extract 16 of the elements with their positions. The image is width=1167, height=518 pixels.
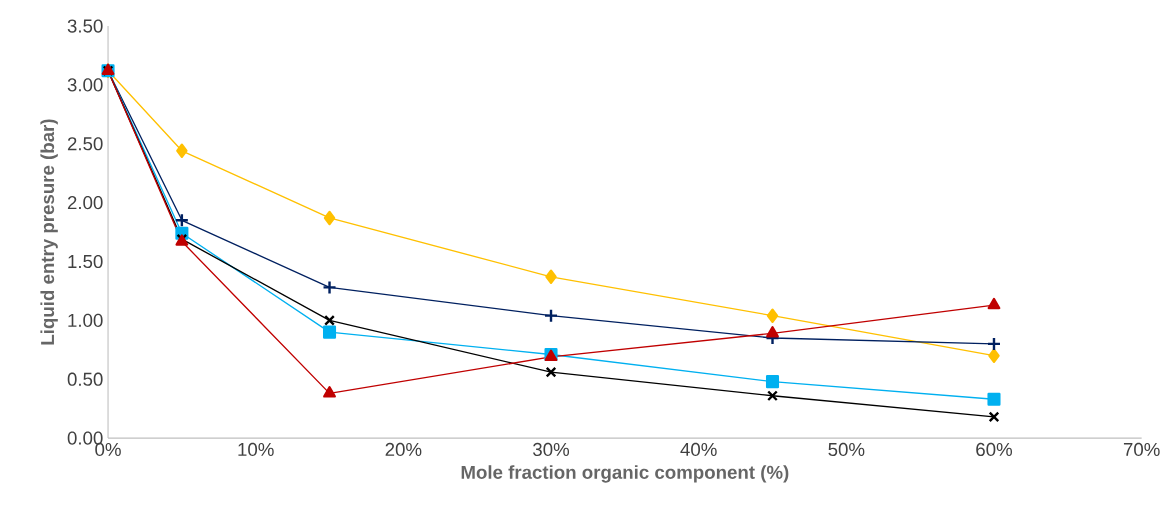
x-axis-title: Mole fraction organic component (%): [461, 465, 789, 483]
y-tick-label: 3.50: [67, 19, 103, 33]
x-tick-label: 40%: [680, 442, 717, 456]
x-tick-label: 60%: [976, 442, 1013, 456]
x-tick-label: 20%: [385, 442, 422, 456]
y-tick-label: 0.50: [67, 372, 103, 386]
x-tick-label: 30%: [533, 442, 570, 456]
y-tick-label: 2.00: [67, 195, 103, 210]
y-tick-label: 2.50: [67, 137, 103, 151]
x-tick-label: 70%: [1123, 442, 1160, 456]
y-tick-label: 1.50: [68, 254, 103, 269]
x-tick-label: 50%: [828, 442, 865, 456]
y-tick-label: 1.00: [68, 313, 103, 327]
y-tick-label: 3.00: [67, 78, 103, 92]
y-axis-title: Liquid entry presure (bar): [40, 119, 58, 345]
x-tick-label: 10%: [238, 442, 274, 456]
